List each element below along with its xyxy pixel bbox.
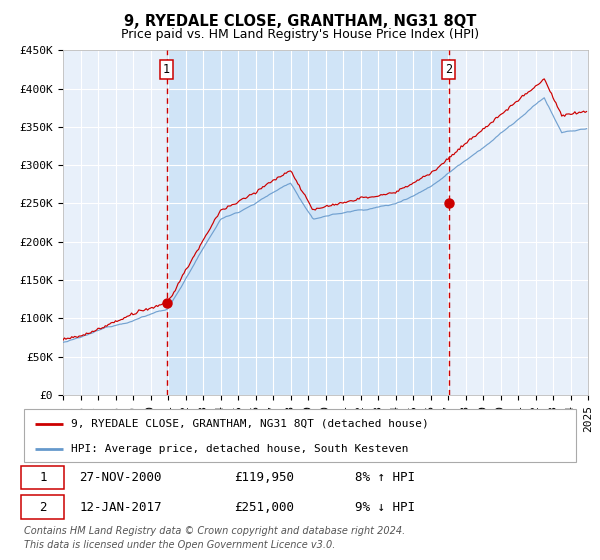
Text: 12-JAN-2017: 12-JAN-2017 [79,501,162,514]
Text: 9% ↓ HPI: 9% ↓ HPI [355,501,415,514]
Text: HPI: Average price, detached house, South Kesteven: HPI: Average price, detached house, Sout… [71,444,409,454]
Text: This data is licensed under the Open Government Licence v3.0.: This data is licensed under the Open Gov… [24,540,335,550]
Text: 2: 2 [445,63,452,76]
FancyBboxPatch shape [21,466,64,489]
Bar [167,50,449,395]
Text: Price paid vs. HM Land Registry's House Price Index (HPI): Price paid vs. HM Land Registry's House … [121,28,479,41]
Text: 27-NOV-2000: 27-NOV-2000 [79,471,162,484]
Text: 1: 1 [39,471,47,484]
Text: £119,950: £119,950 [234,471,294,484]
Text: 1: 1 [163,63,170,76]
Text: 9, RYEDALE CLOSE, GRANTHAM, NG31 8QT: 9, RYEDALE CLOSE, GRANTHAM, NG31 8QT [124,14,476,29]
Text: Contains HM Land Registry data © Crown copyright and database right 2024.: Contains HM Land Registry data © Crown c… [24,526,405,536]
Text: 8% ↑ HPI: 8% ↑ HPI [355,471,415,484]
Text: 2: 2 [39,501,47,514]
Text: £251,000: £251,000 [234,501,294,514]
Text: 9, RYEDALE CLOSE, GRANTHAM, NG31 8QT (detached house): 9, RYEDALE CLOSE, GRANTHAM, NG31 8QT (de… [71,419,428,429]
FancyBboxPatch shape [21,496,64,519]
